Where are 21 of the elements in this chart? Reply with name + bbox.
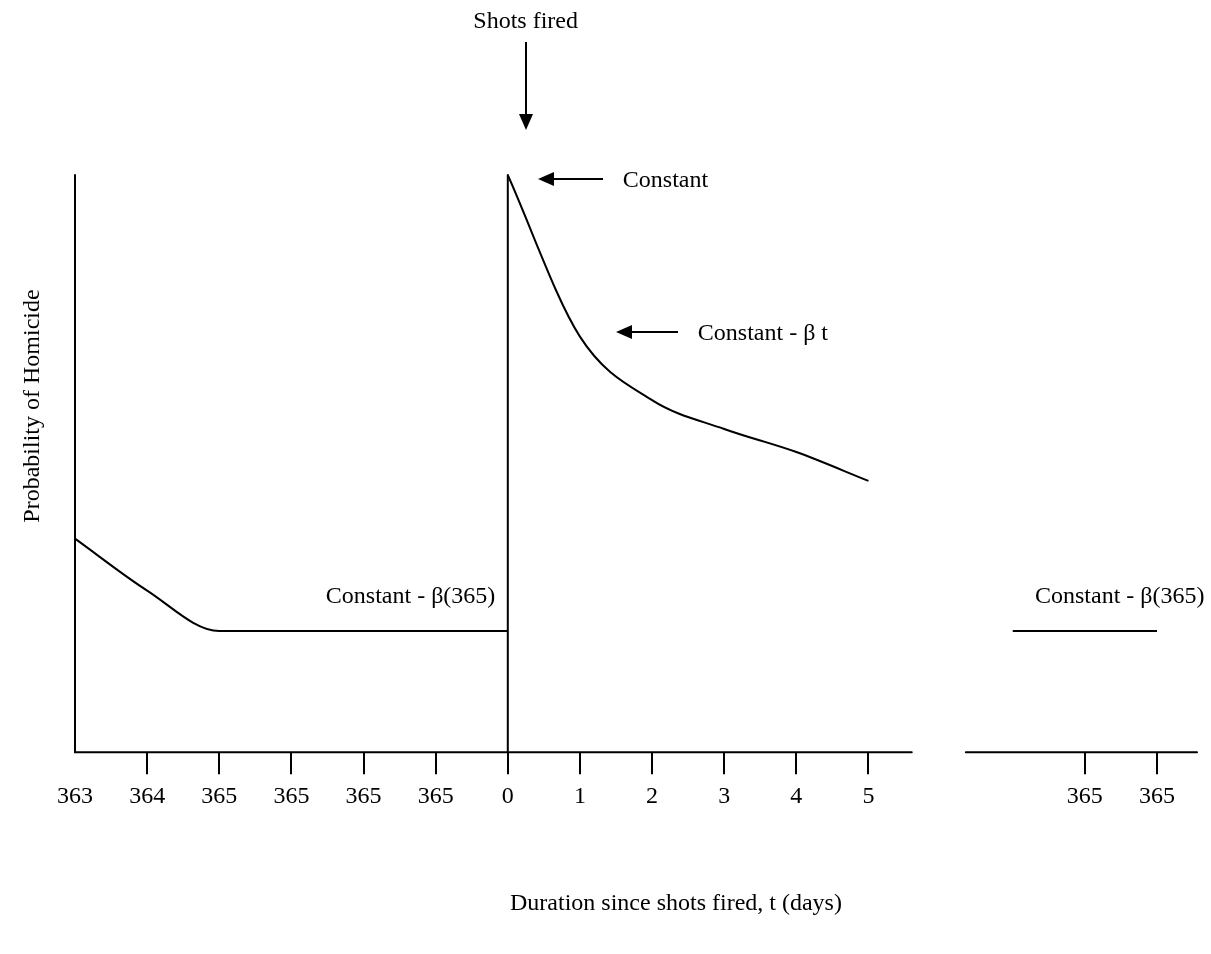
x-tick-label: 3 [718, 781, 731, 808]
x-tick-label: 4 [790, 781, 803, 808]
x-tick-label: 365 [1066, 781, 1103, 808]
x-tick-label: 364 [129, 781, 166, 808]
x-tick-label: 365 [417, 781, 454, 808]
x-tick-label: 5 [862, 781, 875, 808]
x-tick-label: 1 [573, 781, 586, 808]
x-tick-label: 365 [345, 781, 382, 808]
annotation: Constant - β(365) [325, 581, 496, 608]
annotation: Constant - β(365) [1035, 581, 1205, 608]
x-tick-label: 363 [57, 781, 93, 808]
x-tick-label: 365 [1139, 781, 1175, 808]
x-tick-label: 2 [646, 781, 659, 808]
y-axis-title: Probability of Homicide [17, 288, 44, 523]
annotation: Constant - β t [697, 319, 829, 345]
annotation: Constant [622, 166, 709, 192]
x-tick-label: 0 [501, 781, 514, 808]
x-tick-label: 365 [273, 781, 310, 808]
x-axis-title: Duration since shots fired, t (days) [510, 889, 842, 915]
x-tick-label: 365 [201, 781, 238, 808]
text: Shots fired [473, 7, 578, 33]
